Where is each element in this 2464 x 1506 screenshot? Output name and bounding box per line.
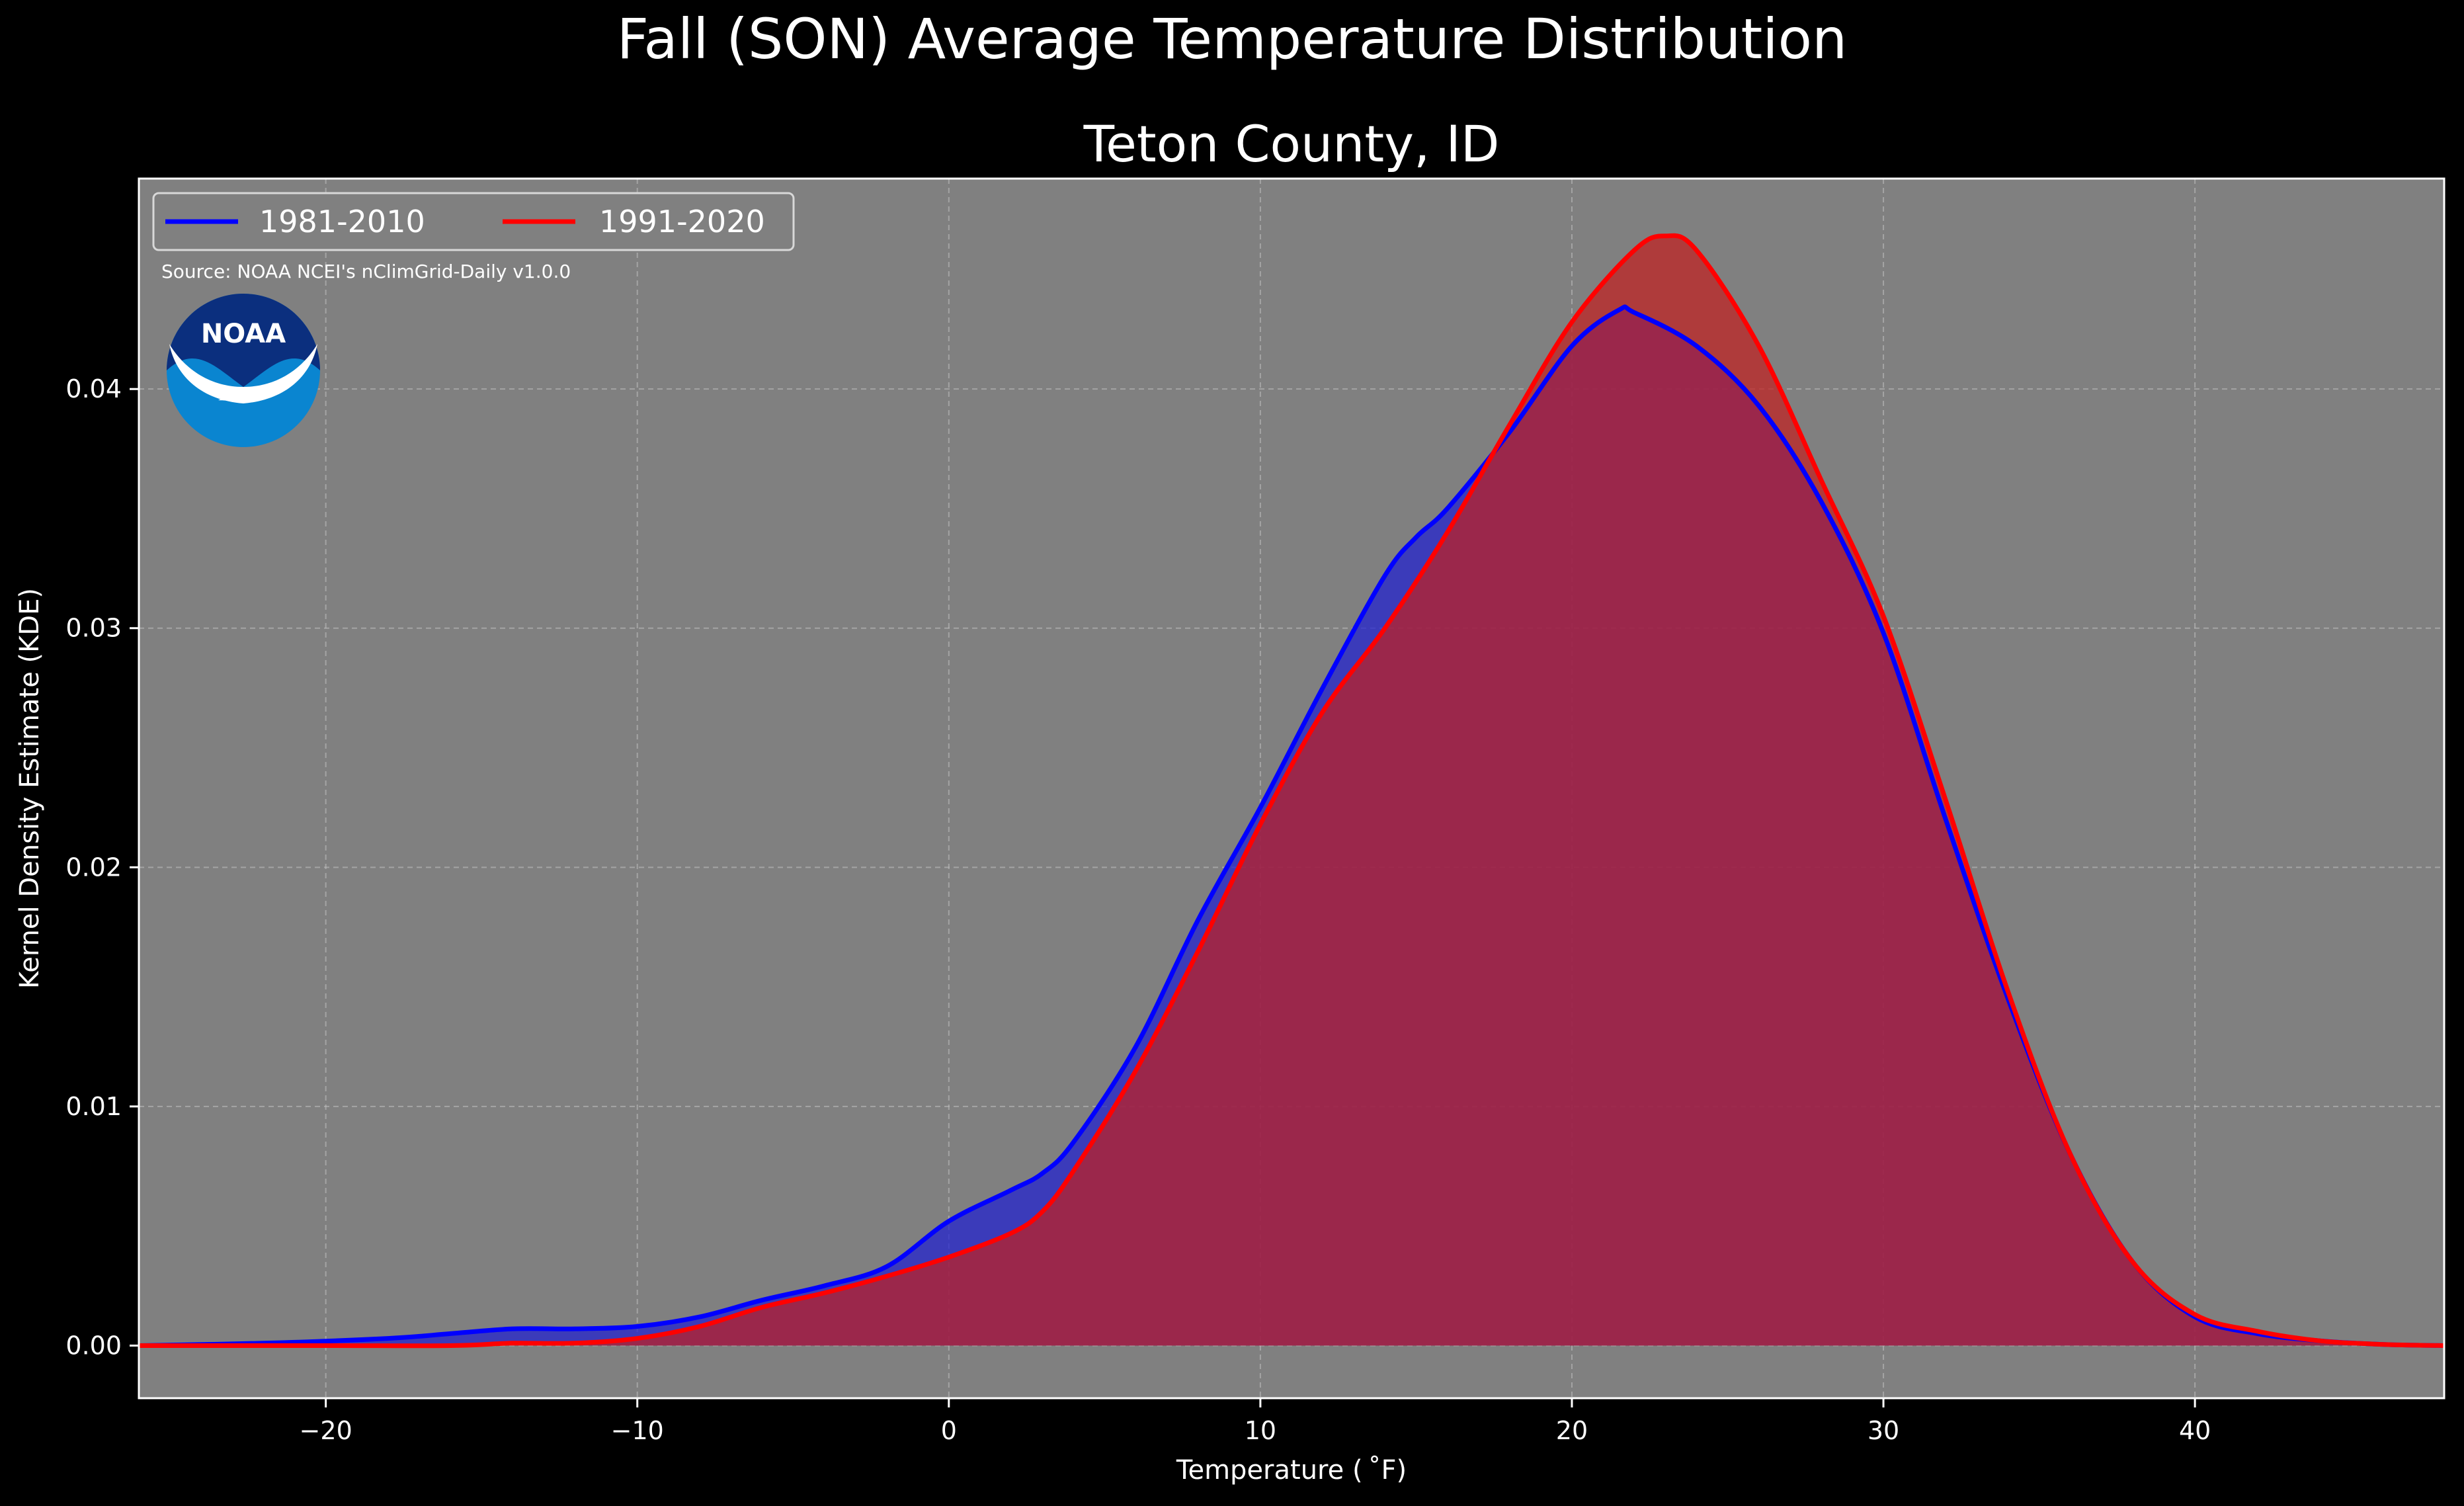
y-tick-label: 0.04	[65, 374, 122, 403]
chart-subtitle: Teton County, ID	[1083, 114, 1500, 173]
x-tick-label: −20	[300, 1416, 352, 1445]
series-layer	[139, 233, 2444, 1349]
y-axis-label: Kernel Density Estimate (KDE)	[15, 588, 45, 989]
legend-box	[152, 192, 795, 251]
noaa-logo-text: NOAA	[201, 319, 286, 349]
y-axis: 0.00 0.01 0.02 0.03 0.04	[65, 374, 139, 1360]
y-tick-label: 0.02	[65, 853, 122, 882]
x-tick-label: 10	[1245, 1416, 1276, 1445]
legend-label-series-1: 1981-2010	[259, 204, 425, 239]
x-tick-label: 0	[941, 1416, 957, 1445]
x-tick-label: 40	[2179, 1416, 2211, 1445]
x-tick-label: 30	[1868, 1416, 1899, 1445]
legend-label-series-2: 1991-2020	[599, 204, 765, 239]
x-tick-label: 20	[1556, 1416, 1588, 1445]
source-note: Source: NOAA NCEI's nClimGrid-Daily v1.0…	[161, 261, 571, 282]
y-tick-label: 0.03	[65, 614, 122, 643]
x-axis-label: Temperature ( ˚F)	[1176, 1455, 1407, 1485]
x-tick-label: −10	[611, 1416, 664, 1445]
chart-title: Fall (SON) Average Temperature Distribut…	[616, 7, 1848, 71]
noaa-logo: NOAA	[167, 294, 320, 447]
y-tick-label: 0.01	[65, 1092, 122, 1121]
plot-frame	[138, 177, 2445, 1400]
legend: 1981-2010 1991-2020	[152, 192, 795, 251]
y-tick-label: 0.00	[65, 1331, 122, 1360]
x-axis: −20 −10 0 10 20 30 40	[300, 1398, 2211, 1445]
series-line-2	[139, 233, 2444, 1349]
series-area-2	[139, 235, 2444, 1346]
